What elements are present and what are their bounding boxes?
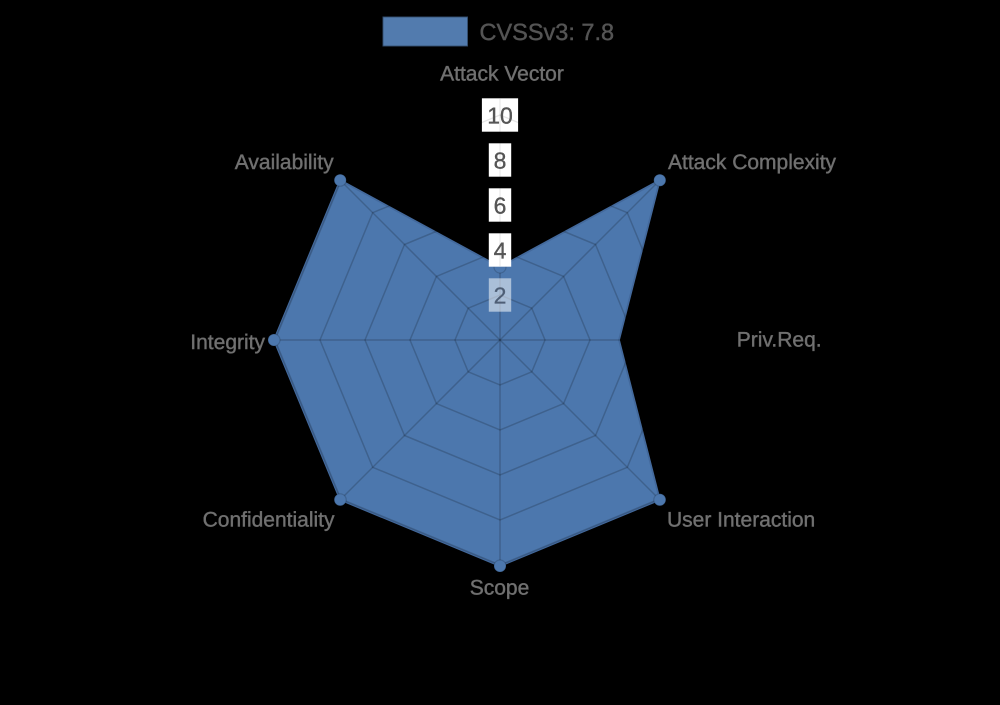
svg-text:4: 4 bbox=[494, 237, 507, 263]
svg-text:Integrity: Integrity bbox=[190, 331, 265, 354]
svg-text:2: 2 bbox=[494, 282, 507, 308]
svg-text:Attack Vector: Attack Vector bbox=[440, 63, 564, 86]
svg-text:8: 8 bbox=[494, 147, 507, 173]
svg-text:Scope: Scope bbox=[470, 577, 530, 600]
svg-text:Confidentiality: Confidentiality bbox=[203, 509, 335, 532]
svg-text:User Interaction: User Interaction bbox=[667, 509, 815, 532]
svg-text:6: 6 bbox=[494, 192, 507, 218]
svg-text:Attack Complexity: Attack Complexity bbox=[668, 151, 837, 174]
svg-text:10: 10 bbox=[487, 102, 513, 128]
svg-text:Priv.Req.: Priv.Req. bbox=[737, 329, 822, 352]
svg-text:CVSSv3: 7.8: CVSSv3: 7.8 bbox=[480, 19, 615, 45]
svg-text:Availability: Availability bbox=[235, 151, 334, 174]
